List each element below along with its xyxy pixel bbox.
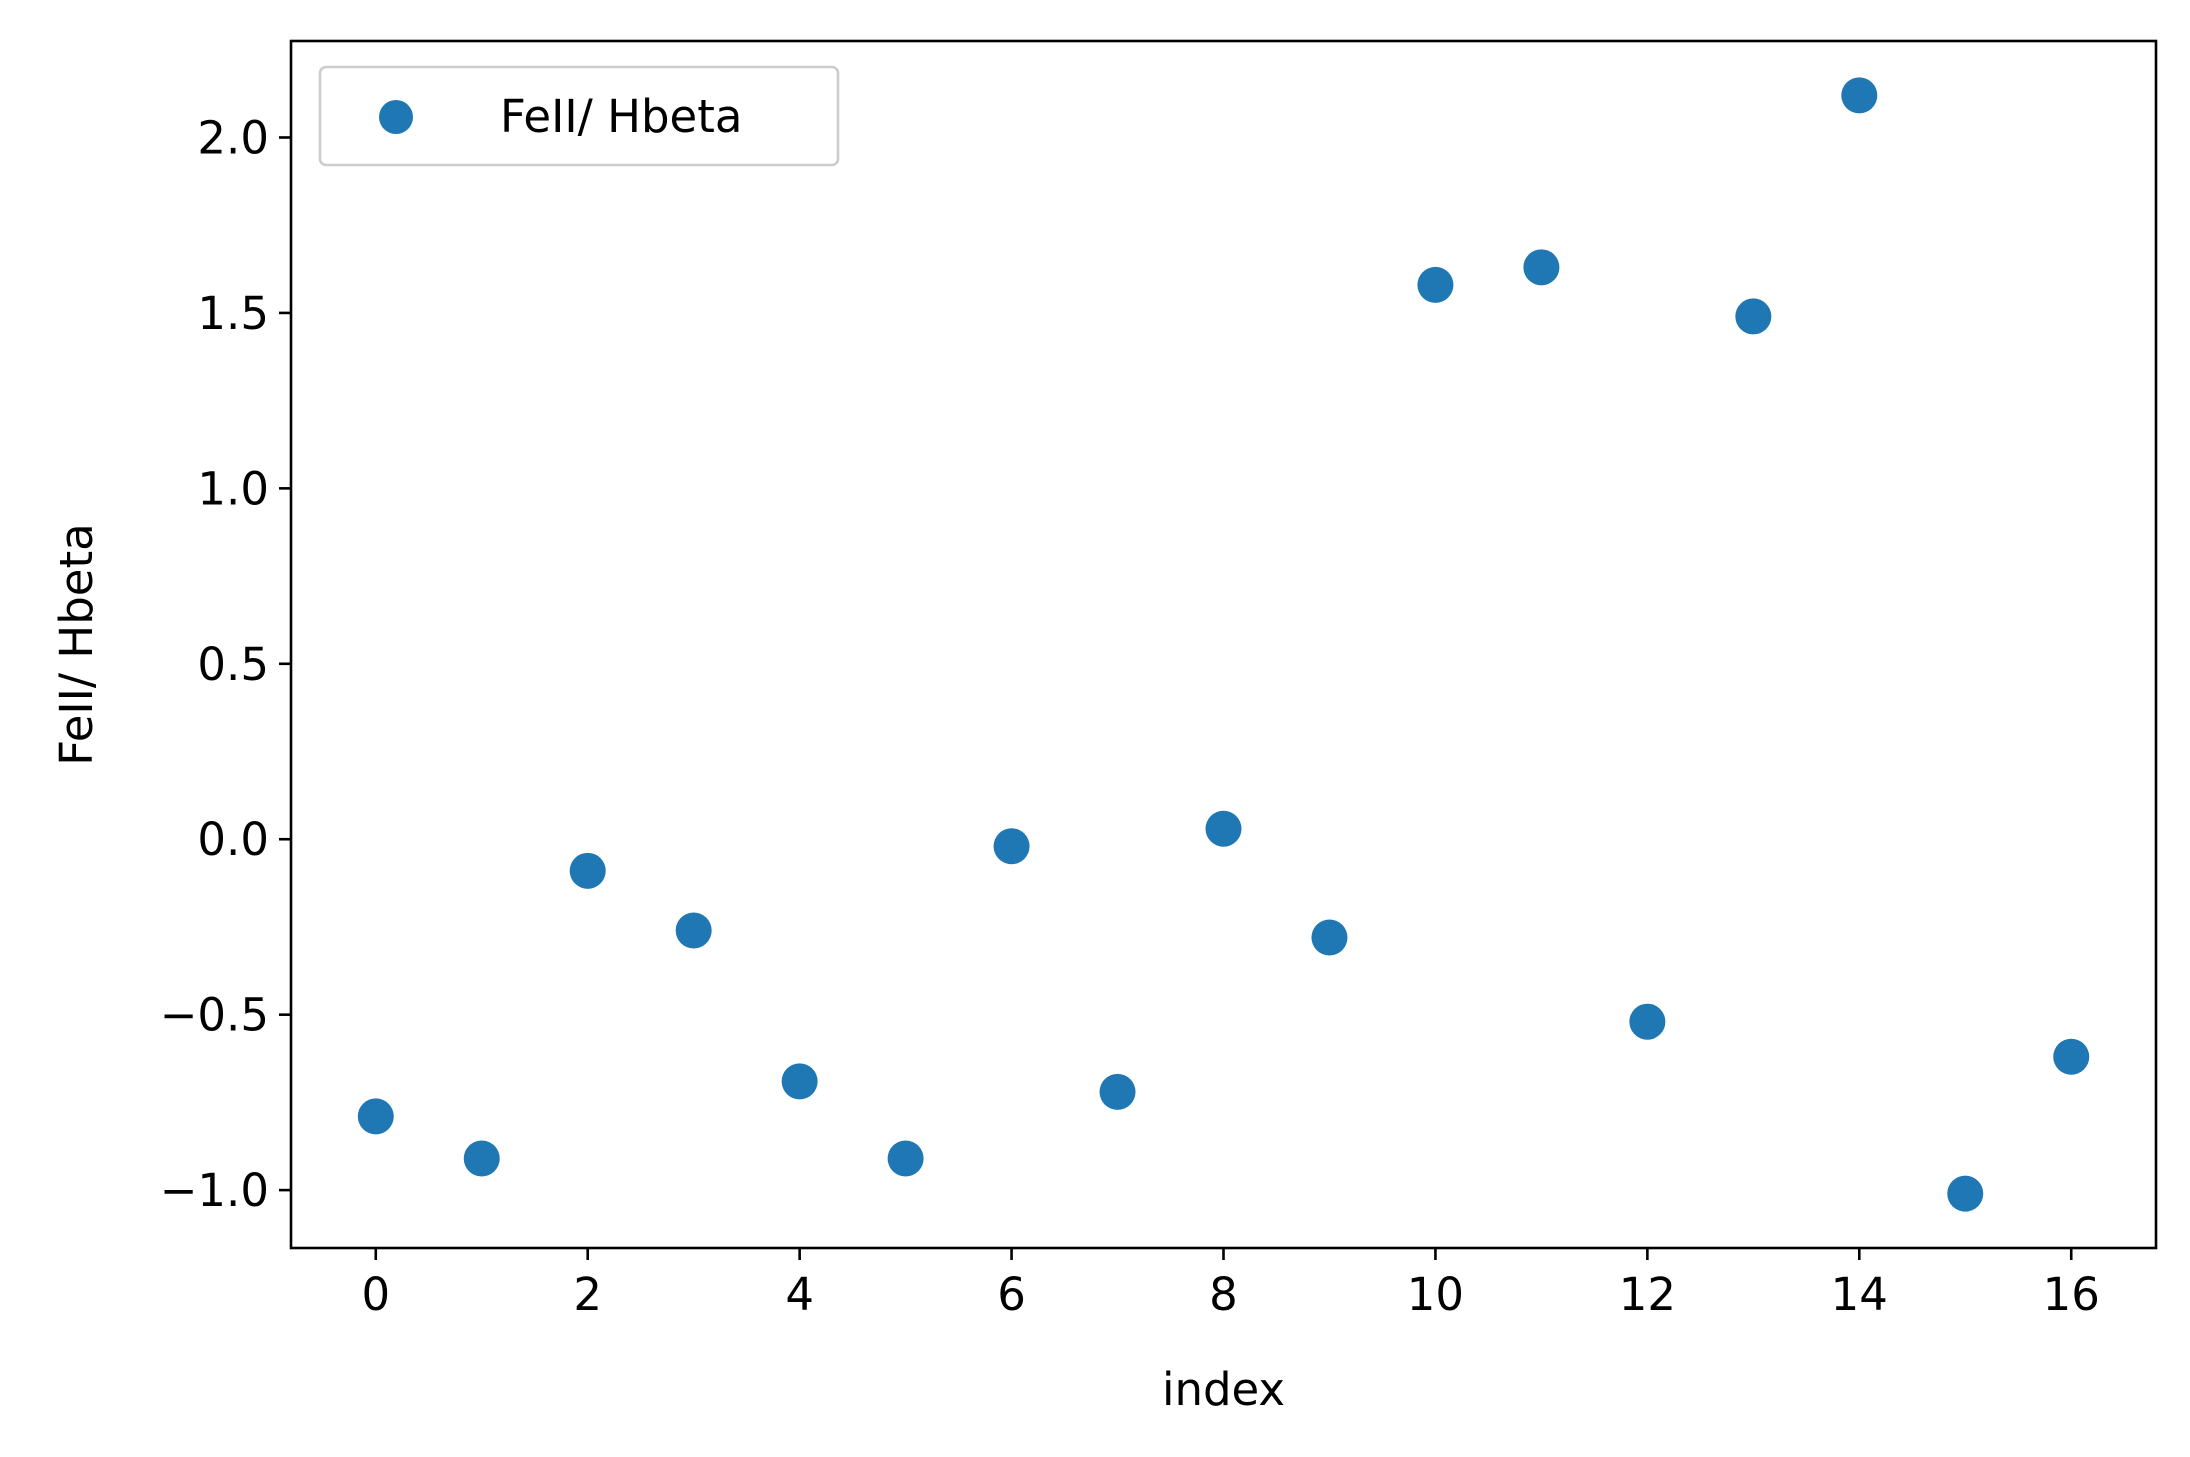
x-axis-ticks: 0 2 4 6 8 10 12 14 16 (361, 1248, 2100, 1321)
y-tick-label: 1.5 (197, 287, 269, 340)
data-point (993, 828, 1030, 865)
data-point (2053, 1038, 2090, 1075)
legend-entry-label: FeII/ Hbeta (500, 90, 742, 143)
data-point (1629, 1003, 1666, 1040)
x-tick-label: 2 (573, 1268, 602, 1321)
x-tick-label: 12 (1619, 1268, 1676, 1321)
y-axis-label: FeII/ Hbeta (50, 523, 103, 765)
data-point (569, 852, 606, 889)
y-tick-label: 1.0 (197, 462, 269, 515)
data-point (1735, 298, 1772, 335)
data-point (1523, 249, 1560, 286)
data-point (1099, 1073, 1136, 1110)
y-tick-label: −0.5 (160, 989, 269, 1042)
data-point (357, 1098, 394, 1135)
plot-area-frame (289, 39, 2158, 1250)
data-points (357, 77, 2090, 1212)
legend: FeII/ Hbeta (318, 65, 840, 167)
data-point (781, 1063, 818, 1100)
data-point (1947, 1175, 1984, 1212)
data-point (675, 912, 712, 949)
x-axis-label: index (1162, 1363, 1285, 1416)
x-tick-label: 6 (997, 1268, 1026, 1321)
data-point (887, 1140, 924, 1177)
data-point (1205, 810, 1242, 847)
x-tick-label: 10 (1407, 1268, 1464, 1321)
data-point (1841, 77, 1878, 114)
legend-marker-icon (379, 100, 413, 134)
data-point (1417, 266, 1454, 303)
x-tick-label: 0 (361, 1268, 390, 1321)
y-tick-label: 0.5 (197, 638, 269, 691)
x-tick-label: 4 (785, 1268, 814, 1321)
data-point (1311, 919, 1348, 956)
x-tick-label: 16 (2043, 1268, 2100, 1321)
y-tick-label: 0.0 (197, 813, 269, 866)
y-tick-label: 2.0 (197, 111, 269, 164)
data-point (463, 1140, 500, 1177)
x-tick-label: 8 (1209, 1268, 1238, 1321)
y-axis-ticks: −1.0 −0.5 0.0 0.5 1.0 1.5 2.0 (160, 111, 291, 1217)
y-tick-label: −1.0 (160, 1164, 269, 1217)
legend-frame (318, 65, 840, 167)
x-tick-label: 14 (1831, 1268, 1888, 1321)
